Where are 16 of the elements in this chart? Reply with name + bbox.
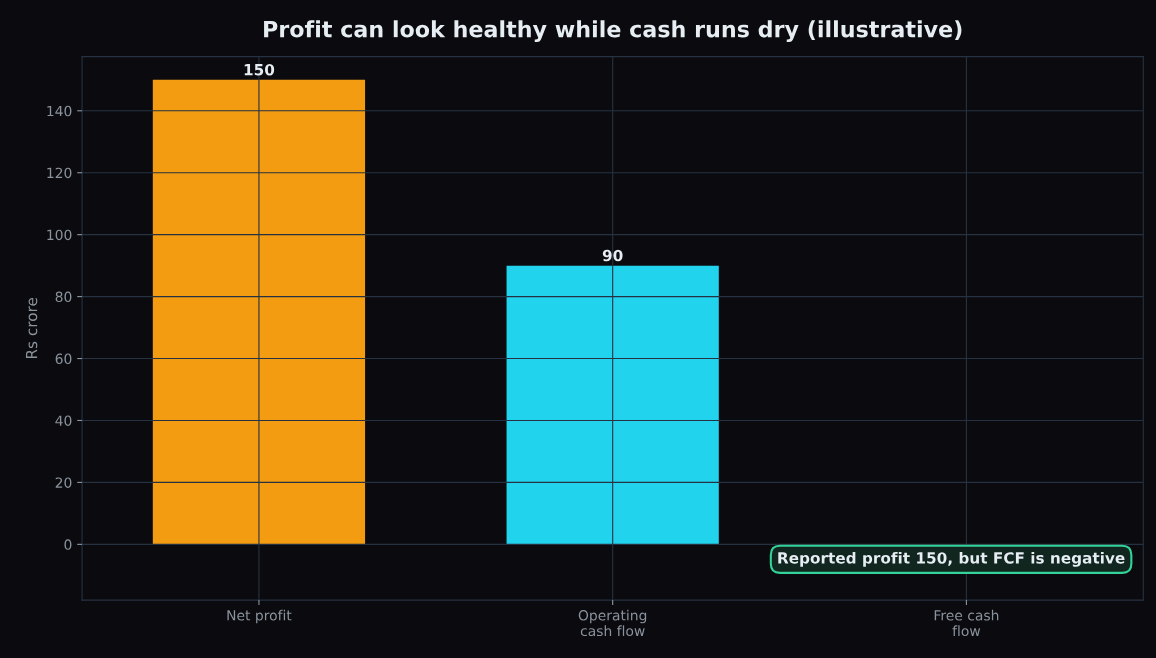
y-tick-label: 100 xyxy=(47,229,72,241)
x-tick-label: Operating cash flow xyxy=(578,609,647,637)
x-tick-label: Net profit xyxy=(227,609,292,624)
x-tick-label: Free cash flow xyxy=(934,609,999,637)
y-axis-title: Rs crore xyxy=(25,297,38,359)
y-tick-label: 40 xyxy=(55,415,72,426)
chart-title: Profit can look healthy while cash runs dry (illustrative) xyxy=(264,20,962,42)
y-tick-label: 120 xyxy=(47,167,72,179)
y-tick-label: 60 xyxy=(55,353,72,365)
y-tick-label: 140 xyxy=(47,105,72,117)
y-tick-label: 0 xyxy=(64,539,72,550)
data-label: 90 xyxy=(602,249,623,262)
y-tick-label: 20 xyxy=(55,477,72,488)
data-label: 150 xyxy=(244,63,275,76)
y-tick-label: 80 xyxy=(55,291,72,303)
annotation: Reported profit 150, but FCF is negative xyxy=(778,551,1125,567)
